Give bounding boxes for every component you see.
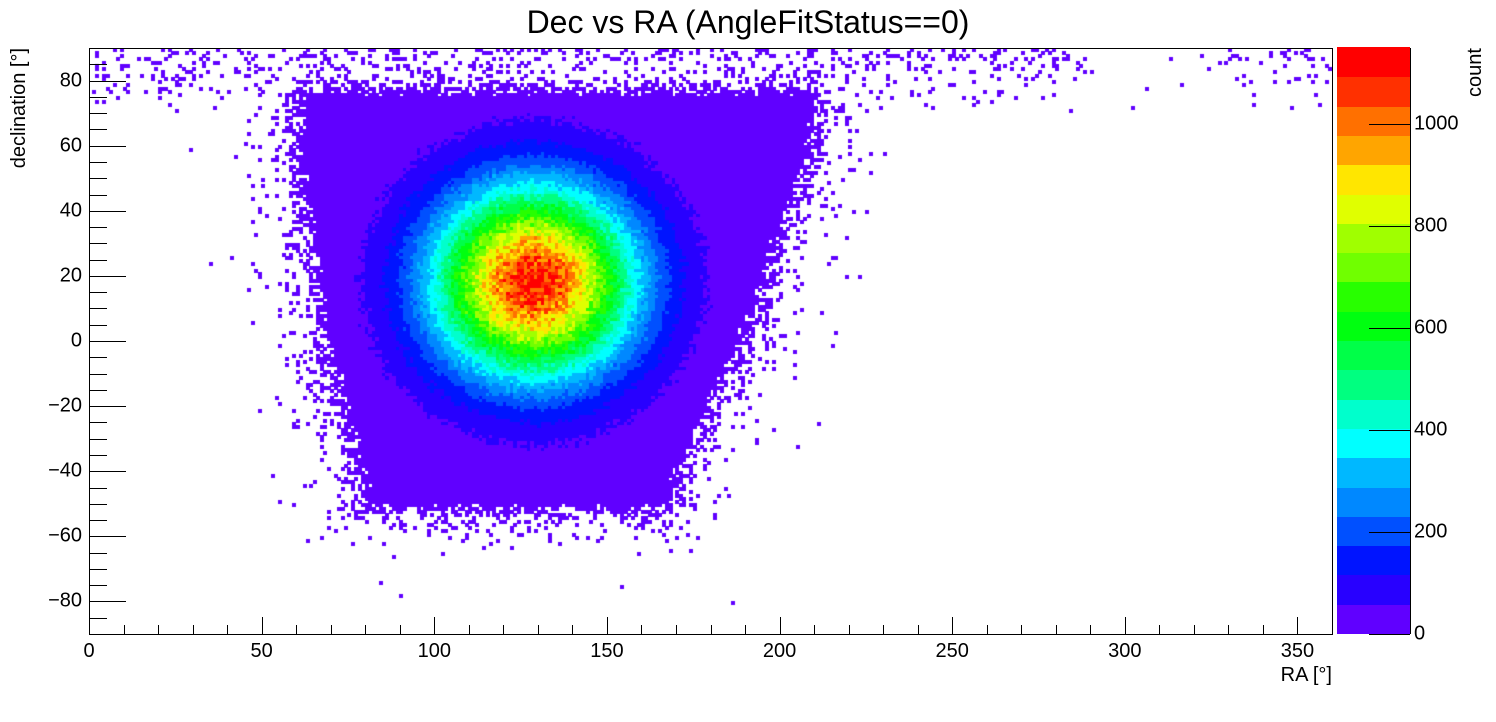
x-tick-label: 0: [83, 640, 95, 662]
color-band: [1337, 281, 1410, 312]
z-tick-label: 0: [1414, 622, 1426, 645]
y-tick-label: −40: [48, 459, 82, 482]
color-band: [1337, 311, 1410, 341]
color-band: [1337, 457, 1410, 488]
x-tick-label: 250: [935, 640, 969, 662]
color-band: [1337, 252, 1410, 283]
x-tick-label: 150: [590, 640, 624, 662]
x-axis-label: RA [°]: [1280, 664, 1332, 686]
x-tick-label: 350: [1280, 640, 1315, 662]
color-band: [1337, 135, 1410, 166]
x-tick-label: 300: [1108, 640, 1142, 662]
color-band: [1337, 604, 1410, 634]
color-band: [1337, 486, 1410, 517]
z-tick-label: 200: [1414, 520, 1448, 543]
z-tick-label: 800: [1414, 214, 1448, 237]
heatmap-bins: [89, 48, 1332, 634]
z-tick-label: 1000: [1414, 112, 1459, 135]
color-band: [1337, 545, 1410, 576]
color-band: [1337, 106, 1410, 136]
color-band: [1337, 516, 1410, 547]
x-tick-label: 100: [417, 640, 451, 662]
chart-title: Dec vs RA (AngleFitStatus==0): [526, 4, 970, 40]
color-axis-label: count: [1464, 48, 1486, 97]
y-tick-label: −80: [48, 589, 82, 612]
x-tick-label: 200: [762, 640, 797, 662]
color-band: [1337, 76, 1410, 107]
color-band: [1337, 164, 1410, 195]
y-tick-label: −20: [48, 394, 82, 417]
color-band: [1337, 193, 1410, 224]
color-band: [1337, 223, 1410, 254]
color-band: [1337, 340, 1410, 371]
color-scale: [1337, 47, 1410, 634]
y-tick-label: 60: [59, 134, 82, 157]
z-tick-label: 600: [1414, 316, 1448, 339]
y-tick-label: 80: [59, 69, 82, 92]
color-band: [1337, 47, 1410, 78]
color-band: [1337, 574, 1410, 605]
y-tick-label: 40: [59, 199, 82, 222]
color-band: [1337, 369, 1410, 400]
z-tick-label: 400: [1414, 418, 1448, 441]
y-axis-label: declination [°]: [8, 48, 30, 169]
color-band: [1337, 399, 1410, 429]
plot-frame: [89, 48, 1333, 635]
color-band: [1337, 428, 1410, 459]
y-tick-label: 0: [70, 329, 82, 352]
y-tick-label: −60: [48, 524, 82, 547]
y-tick-label: 20: [59, 264, 82, 287]
x-tick-label: 50: [250, 640, 273, 662]
